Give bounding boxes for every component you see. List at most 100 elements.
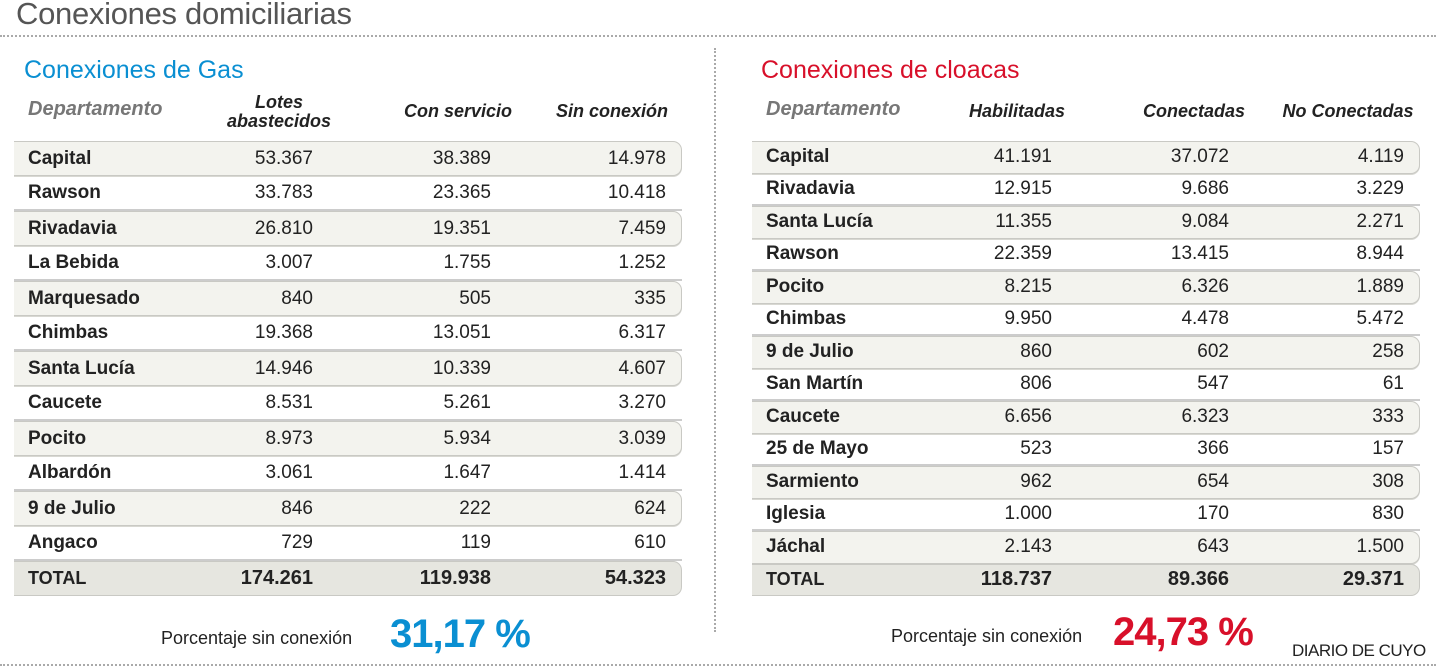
col-1-value: 53.367 (254, 147, 313, 169)
col-3-value: 1.252 (618, 251, 666, 273)
col-1-value: 26.810 (254, 217, 313, 239)
col-1-value: 523 (1020, 437, 1052, 459)
table-row: Chimbas 19.368 13.051 6.317 (14, 316, 682, 351)
col-3-value: 3.229 (1356, 177, 1404, 199)
gas-header-con-servicio: Con servicio (403, 101, 513, 121)
col-2-value: 13.415 (1170, 242, 1229, 264)
table-row: Caucete 8.531 5.261 3.270 (14, 386, 682, 421)
col-3-value: 5.472 (1356, 307, 1404, 329)
table-row: 25 de Mayo 523 366 157 (752, 434, 1420, 466)
col-2-value: 366 (1197, 437, 1229, 459)
col-1-value: 11.355 (995, 211, 1052, 233)
col-2-value: 1.647 (443, 461, 491, 483)
department-name: San Martín (766, 372, 864, 394)
table-row: Capital 53.367 38.389 14.978 (14, 141, 682, 176)
department-name: Capital (28, 147, 92, 169)
cloacas-header-departamento: Departamento (766, 98, 901, 120)
table-row: Angaco 729 119 610 (14, 526, 682, 561)
col-1-value: 1.000 (1004, 502, 1052, 524)
department-name: Pocito (28, 427, 87, 449)
col-1-value: 3.061 (265, 461, 313, 483)
col-1-value: 806 (1020, 372, 1052, 394)
col-3-value: 308 (1372, 471, 1404, 493)
col-2-value: 643 (1197, 536, 1229, 558)
col-1-value: 962 (1020, 471, 1052, 493)
col-3-value: 333 (1372, 406, 1404, 428)
department-name: Santa Lucía (766, 211, 873, 233)
page-title: Conexiones domiciliarias (16, 0, 352, 31)
col-1-value: 8.973 (265, 427, 313, 449)
cloacas-header-conectadas: Conectadas (1142, 101, 1246, 121)
department-name: Caucete (766, 406, 840, 428)
department-name: Rawson (766, 242, 839, 264)
department-name: Caucete (28, 391, 102, 413)
gas-pct-label: Porcentaje sin conexión (161, 628, 353, 648)
table-row: La Bebida 3.007 1.755 1.252 (14, 246, 682, 281)
col-3-value: 8.944 (1356, 242, 1404, 264)
department-name: Chimbas (766, 307, 847, 329)
table-row: Pocito 8.215 6.326 1.889 (752, 271, 1420, 304)
cloacas-pct-value: 24,73 % (1113, 610, 1254, 654)
col-1-value: 22.359 (993, 242, 1052, 264)
col-2-value: 1.755 (443, 251, 491, 273)
col-1-value: 9.950 (1004, 307, 1052, 329)
table-row: Capital 41.191 37.072 4.119 (752, 141, 1420, 174)
col-1-value: 174.261 (240, 567, 313, 589)
col-1-value: 840 (281, 287, 313, 309)
col-3-value: 3.039 (618, 427, 666, 449)
col-3-value: 7.459 (618, 217, 666, 239)
vertical-divider (714, 48, 716, 632)
gas-header-departamento: Departamento (28, 98, 163, 120)
col-3-value: 258 (1372, 341, 1404, 363)
col-3-value: 4.119 (1357, 146, 1404, 168)
col-1-value: 6.656 (1004, 406, 1052, 428)
col-3-value: 6.317 (618, 321, 666, 343)
table-row: Rivadavia 26.810 19.351 7.459 (14, 211, 682, 246)
col-3-value: 14.978 (607, 147, 666, 169)
col-2-value: 4.478 (1181, 307, 1229, 329)
department-name: Rivadavia (28, 217, 117, 239)
col-3-value: 1.414 (618, 461, 666, 483)
col-2-value: 6.323 (1181, 406, 1229, 428)
col-3-value: 2.271 (1356, 211, 1404, 233)
department-name: TOTAL (766, 569, 825, 590)
gas-header-lotes: Lotes abastecidos (226, 92, 332, 131)
col-2-value: 19.351 (432, 217, 491, 239)
table-row: San Martín 806 547 61 (752, 369, 1420, 401)
cloacas-total-row: TOTAL 118.737 89.366 29.371 (752, 563, 1420, 596)
col-2-value: 602 (1197, 341, 1229, 363)
department-name: 25 de Mayo (766, 437, 869, 459)
department-name: Pocito (766, 276, 825, 298)
col-2-value: 547 (1197, 372, 1229, 394)
department-name: Jáchal (766, 536, 826, 558)
col-3-value: 29.371 (1342, 568, 1404, 591)
table-row: Marquesado 840 505 335 (14, 281, 682, 316)
table-row: Sarmiento 962 654 308 (752, 466, 1420, 499)
cloacas-pct-label: Porcentaje sin conexión (891, 626, 1083, 646)
gas-pct-value: 31,17 % (390, 612, 531, 656)
col-3-value: 610 (634, 531, 666, 553)
department-name: Santa Lucía (28, 357, 135, 379)
department-name: Rawson (28, 181, 101, 203)
col-2-value: 654 (1197, 471, 1229, 493)
col-2-value: 170 (1197, 502, 1229, 524)
bottom-divider (0, 664, 1436, 666)
department-name: 9 de Julio (766, 341, 854, 363)
table-row: Pocito 8.973 5.934 3.039 (14, 421, 682, 456)
col-3-value: 624 (634, 497, 666, 519)
department-name: Capital (766, 146, 830, 168)
col-2-value: 6.326 (1181, 276, 1229, 298)
col-3-value: 3.270 (618, 391, 666, 413)
col-1-value: 14.946 (254, 357, 313, 379)
credit: DIARIO DE CUYO (1292, 641, 1426, 660)
col-2-value: 9.686 (1181, 177, 1229, 199)
col-2-value: 5.934 (443, 427, 491, 449)
col-1-value: 41.191 (993, 146, 1052, 168)
col-1-value: 118.737 (980, 568, 1052, 591)
department-name: Rivadavia (766, 177, 855, 199)
col-2-value: 9.084 (1181, 211, 1229, 233)
col-3-value: 830 (1372, 502, 1404, 524)
col-3-value: 1.500 (1356, 536, 1404, 558)
col-1-value: 8.531 (265, 391, 313, 413)
